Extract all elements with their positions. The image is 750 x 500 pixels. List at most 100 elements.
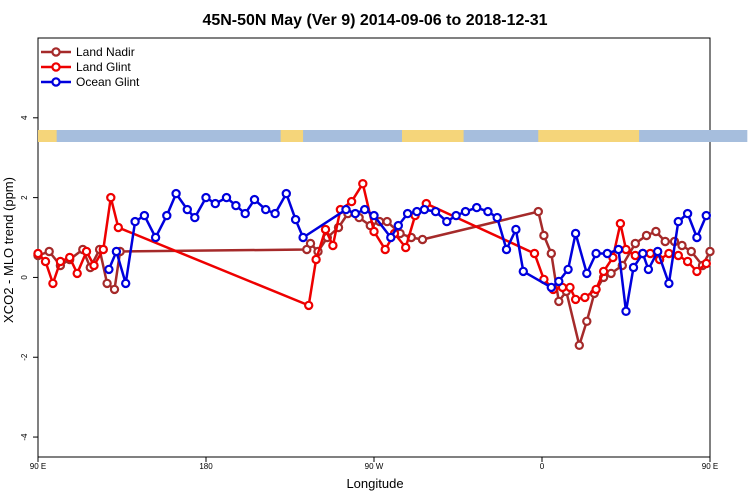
x-tick-label: 90 E	[702, 462, 718, 471]
land-nadir-point	[539, 230, 549, 241]
ocean-glint-point	[472, 202, 482, 213]
ocean-glint-point	[231, 200, 241, 211]
land-nadir-point	[606, 268, 616, 279]
ocean-glint-point	[570, 228, 581, 239]
y-tick-label: -4	[20, 433, 29, 441]
land-glint-point	[320, 224, 331, 235]
ocean-glint-point	[290, 214, 301, 225]
land-glint-point	[529, 248, 540, 259]
ocean-glint-point	[430, 206, 441, 217]
land-glint-point	[401, 242, 411, 253]
legend-marker	[51, 62, 61, 72]
ocean-glint-point	[451, 210, 461, 221]
legend-marker	[51, 77, 61, 87]
ocean-glint-point	[270, 208, 280, 219]
ocean-glint-point	[460, 206, 471, 217]
y-tick-label: -2	[20, 353, 29, 361]
ocean-glint-point	[130, 216, 140, 227]
x-tick-label: 0	[540, 462, 545, 471]
land-nadir-point	[305, 238, 316, 249]
land-glint-point	[304, 300, 314, 311]
ocean-segment	[303, 130, 402, 142]
ocean-glint-point	[298, 232, 308, 243]
ocean-glint-point	[261, 204, 271, 215]
land-nadir-point	[554, 296, 564, 307]
y-axis-label: XCO2 - MLO trend (ppm)	[1, 177, 16, 323]
land-glint-point	[64, 252, 75, 263]
ocean-glint-point	[682, 208, 693, 219]
land-glint-point	[55, 256, 66, 267]
ocean-glint-point	[171, 188, 181, 199]
ocean-glint-point	[240, 208, 250, 219]
ocean-glint-point	[628, 262, 639, 273]
land-nadir-point	[533, 206, 544, 217]
land-glint-point	[346, 196, 357, 207]
x-tick-label: 180	[199, 462, 213, 471]
x-tick-label: 90 W	[365, 462, 384, 471]
ocean-glint-point	[393, 220, 403, 231]
legend-item-land-nadir: Land Nadir	[41, 45, 135, 59]
series-land-glint	[33, 178, 712, 311]
ocean-glint-point	[104, 264, 114, 275]
ocean-segment	[639, 130, 748, 142]
ocean-glint-point	[613, 244, 624, 255]
land-nadir-point	[641, 230, 652, 241]
ocean-glint-point	[546, 282, 557, 293]
y-tick-label: 0	[20, 275, 29, 280]
ocean-glint-point	[341, 204, 351, 215]
land-glint-point	[615, 218, 626, 229]
ocean-glint-point	[221, 192, 232, 203]
ocean-glint-point	[120, 278, 131, 289]
land-glint-point	[358, 178, 368, 189]
ocean-glint-point	[643, 264, 654, 275]
ocean-glint-point	[582, 268, 592, 279]
ocean-glint-point	[518, 266, 529, 277]
ocean-glint-point	[182, 204, 192, 215]
ocean-glint-point	[483, 206, 493, 217]
land-nadir-point	[109, 284, 120, 295]
land-glint-point	[682, 256, 693, 267]
land-nadir-point	[686, 246, 697, 257]
land-nadir-point	[382, 216, 392, 227]
x-axis-label: Longitude	[346, 476, 403, 491]
ocean-glint-point	[360, 204, 370, 215]
y-tick-label: 2	[20, 195, 29, 200]
ocean-glint-point	[412, 206, 422, 217]
ocean-glint-point	[602, 248, 613, 259]
ocean-glint-point	[621, 306, 631, 316]
land-glint-point	[701, 258, 712, 269]
y-axis-ticks: -4 -2 0 2 4	[20, 115, 38, 441]
land-glint-line	[37, 182, 708, 307]
land-glint-point	[81, 246, 92, 257]
ocean-glint-point	[511, 224, 521, 235]
ocean-glint-point	[249, 194, 260, 205]
land-nadir-point	[417, 234, 428, 245]
ocean-glint-point	[210, 198, 220, 209]
land-nadir-point	[705, 246, 715, 257]
land-glint-point	[40, 256, 51, 267]
legend-label: Land Glint	[76, 60, 131, 74]
land-glint-point	[580, 292, 590, 303]
ocean-glint-point	[653, 246, 663, 257]
land-nadir-point	[546, 248, 557, 259]
land-glint-point	[311, 254, 321, 265]
land-nadir-point	[574, 340, 585, 350]
land-glint-point	[113, 222, 124, 233]
ocean-glint-point	[111, 246, 122, 257]
land-nadir-point	[651, 226, 661, 237]
x-tick-label: 90 E	[30, 462, 46, 471]
ocean-glint-point	[402, 208, 413, 219]
y-tick-label: 4	[20, 115, 29, 120]
land-nadir-point	[630, 238, 641, 249]
ocean-glint-point	[419, 204, 430, 215]
land-glint-point	[598, 266, 609, 277]
land-glint-point	[692, 266, 702, 277]
ocean-glint-point	[638, 248, 648, 259]
ocean-glint-point	[350, 208, 360, 219]
ocean-glint-point	[281, 188, 291, 199]
ocean-glint-point	[664, 278, 674, 289]
land-nadir-point	[677, 240, 687, 251]
ocean-glint-point	[701, 210, 712, 221]
ocean-glint-point	[673, 216, 684, 227]
